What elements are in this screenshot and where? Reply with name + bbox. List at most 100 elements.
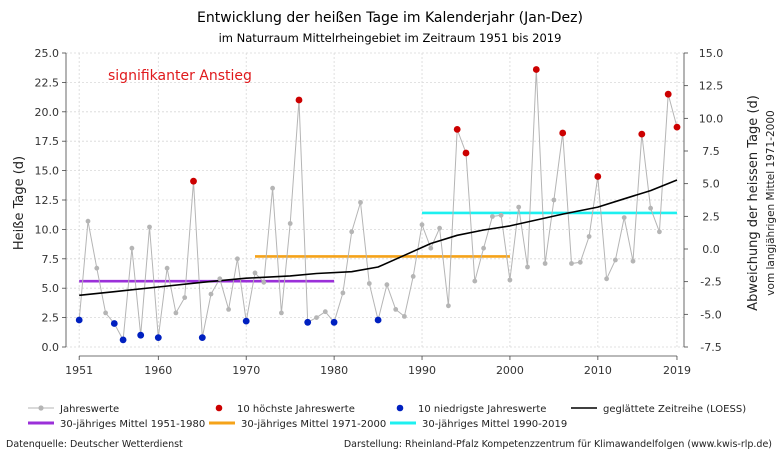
bottom10-point bbox=[304, 318, 312, 326]
annual-point bbox=[393, 307, 399, 312]
y2-tick-label: -7.5 bbox=[700, 341, 721, 354]
annual-point bbox=[217, 276, 223, 282]
x-tick-label: 1990 bbox=[408, 364, 436, 377]
y-tick-label: 20.0 bbox=[35, 106, 60, 119]
annual-point bbox=[569, 261, 574, 266]
top10-point bbox=[190, 177, 197, 185]
annual-point bbox=[287, 221, 293, 226]
annual-point bbox=[490, 214, 495, 219]
loess-line bbox=[79, 179, 678, 297]
annual-point bbox=[173, 310, 179, 316]
chart-title: Entwicklung der heißen Tage im Kalenderj… bbox=[197, 10, 583, 26]
annual-point bbox=[147, 224, 152, 230]
annual-point bbox=[428, 245, 434, 251]
y-tick-label: 10.0 bbox=[35, 223, 60, 236]
y-tick-label: 5.0 bbox=[42, 282, 60, 295]
y2-tick-label: 10.0 bbox=[699, 112, 724, 125]
x-tick-label: 2000 bbox=[496, 364, 524, 377]
bottom10-point bbox=[374, 316, 382, 324]
annual-point bbox=[103, 310, 108, 316]
legend-item-mean1: 30-jähriges Mittel 1951-1980 bbox=[28, 419, 205, 430]
top10-point bbox=[638, 130, 646, 138]
footer-credit: Darstellung: Rheinland-Pfalz Kompetenzze… bbox=[344, 439, 772, 450]
y2-axis-label: Abweichung der heissen Tage (d) bbox=[746, 95, 761, 311]
annual-point bbox=[208, 291, 214, 297]
chart-subtitle: im Naturraum Mittelrheingebiet im Zeitra… bbox=[219, 31, 562, 45]
annual-point bbox=[577, 259, 583, 265]
top10-point bbox=[673, 123, 681, 131]
y2-tick-label: 5.0 bbox=[702, 178, 720, 191]
annual-point bbox=[226, 307, 232, 312]
annual-point bbox=[630, 258, 636, 264]
y-tick-label: 7.5 bbox=[42, 253, 60, 266]
annual-point bbox=[402, 314, 407, 319]
annual-point bbox=[94, 265, 100, 271]
annual-point bbox=[252, 270, 258, 276]
annual-point bbox=[279, 310, 284, 316]
annual-point bbox=[507, 277, 513, 283]
legend-item-hoechste: 10 höchste Jahreswerte bbox=[215, 404, 355, 415]
bottom10-point bbox=[330, 318, 338, 326]
svg-text:30-jähriges Mittel 1990-2019: 30-jähriges Mittel 1990-2019 bbox=[422, 419, 567, 430]
annual-point bbox=[419, 222, 425, 228]
annual-point bbox=[358, 200, 363, 205]
annual-point bbox=[129, 245, 135, 251]
annual-point bbox=[621, 215, 627, 221]
footer-source: Datenquelle: Deutscher Wetterdienst bbox=[6, 439, 183, 450]
y2-tick-label: 0.0 bbox=[702, 243, 720, 256]
svg-text:geglättete Zeitreihe (LOESS): geglättete Zeitreihe (LOESS) bbox=[603, 404, 746, 415]
annual-point bbox=[657, 229, 662, 235]
y-tick-label: 2.5 bbox=[42, 312, 60, 325]
top10-point bbox=[559, 129, 567, 137]
annual-point bbox=[437, 225, 442, 231]
top10-point bbox=[453, 125, 461, 133]
x-tick-label: 1980 bbox=[320, 364, 348, 377]
mean-lines bbox=[79, 211, 677, 283]
y-axis-label: Heiße Tage (d) bbox=[12, 156, 27, 250]
series-loess bbox=[79, 179, 678, 297]
bottom10-point bbox=[110, 320, 118, 327]
x-tick-label: 1960 bbox=[144, 364, 172, 377]
top10-point bbox=[295, 96, 303, 104]
y-tick-label: 17.5 bbox=[35, 135, 60, 148]
bottom10-point bbox=[154, 334, 162, 341]
annual-point bbox=[340, 290, 346, 296]
y-tick-label: 12.5 bbox=[35, 194, 60, 207]
annual-point bbox=[525, 264, 530, 270]
legend: Jahreswerte 10 höchste Jahreswerte 10 ni… bbox=[28, 404, 746, 430]
annual-point bbox=[164, 265, 170, 271]
svg-text:30-jähriges Mittel 1971-2000: 30-jähriges Mittel 1971-2000 bbox=[241, 419, 386, 430]
y2-tick-label: 2.5 bbox=[702, 210, 720, 223]
annual-point bbox=[551, 197, 557, 203]
series-annual bbox=[78, 69, 678, 342]
x-tick-label: 2019 bbox=[663, 364, 691, 377]
y-tick-label: 22.5 bbox=[35, 76, 60, 89]
y2-tick-label: 12.5 bbox=[699, 80, 724, 93]
annual-point bbox=[85, 218, 91, 224]
annual-line bbox=[78, 69, 678, 342]
annual-point bbox=[481, 245, 486, 251]
annual-point bbox=[314, 315, 319, 320]
y2-tick-label: 7.5 bbox=[702, 145, 720, 158]
x-tick-label: 2010 bbox=[584, 364, 612, 377]
legend-item-mean3: 30-jähriges Mittel 1990-2019 bbox=[390, 419, 567, 430]
svg-text:10 niedrigste Jahreswerte: 10 niedrigste Jahreswerte bbox=[418, 404, 546, 415]
bottom10-point bbox=[198, 334, 206, 341]
annual-point bbox=[182, 295, 188, 300]
y2-axis-sublabel: vom langjährigen Mittel 1971-2000 bbox=[765, 110, 777, 295]
bottom10-point bbox=[75, 316, 83, 324]
annual-point bbox=[613, 257, 618, 263]
grid bbox=[66, 52, 684, 348]
annual-point bbox=[261, 279, 267, 285]
legend-item-mean2: 30-jähriges Mittel 1971-2000 bbox=[209, 419, 386, 430]
svg-text:30-jähriges Mittel 1951-1980: 30-jähriges Mittel 1951-1980 bbox=[60, 419, 205, 430]
annual-point bbox=[542, 261, 548, 266]
annual-point bbox=[446, 303, 451, 309]
x-tick-label: 1970 bbox=[232, 364, 260, 377]
y-tick-label: 15.0 bbox=[35, 165, 60, 178]
axes: 0.0 2.5 5.0 7.5 10.0 12.5 15.0 17.5 20.0 22.5 25.0… bbox=[35, 47, 724, 377]
top10-point bbox=[664, 90, 672, 98]
y-tick-label: 25.0 bbox=[35, 47, 60, 60]
annual-point bbox=[498, 212, 504, 218]
legend-item-jahreswerte: Jahreswerte bbox=[28, 404, 119, 415]
